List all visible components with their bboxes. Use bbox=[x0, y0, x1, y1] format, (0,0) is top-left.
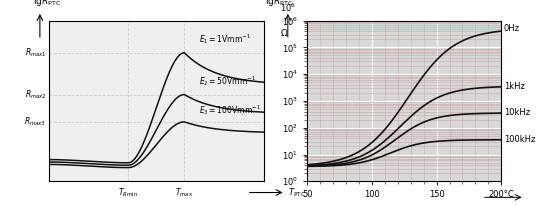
Text: $E_1=1\mathrm{Vmm}^{-1}$: $E_1=1\mathrm{Vmm}^{-1}$ bbox=[199, 32, 252, 46]
Text: $R_{max1}$: $R_{max1}$ bbox=[25, 47, 46, 59]
Text: $T_{R\mathrm{min}}$: $T_{R\mathrm{min}}$ bbox=[118, 186, 139, 199]
Text: 10kHz: 10kHz bbox=[504, 109, 530, 117]
Text: $E_3=100\mathrm{Vmm}^{-1}$: $E_3=100\mathrm{Vmm}^{-1}$ bbox=[199, 103, 261, 117]
Text: $E_2=50\mathrm{Vmm}^{-1}$: $E_2=50\mathrm{Vmm}^{-1}$ bbox=[199, 74, 257, 88]
Text: $10^6$: $10^6$ bbox=[280, 2, 296, 14]
Text: 1kHz: 1kHz bbox=[504, 82, 525, 91]
Text: $\Omega$: $\Omega$ bbox=[280, 27, 288, 38]
Text: 0Hz: 0Hz bbox=[504, 24, 520, 33]
Text: $T_\mathrm{PTC}$: $T_\mathrm{PTC}$ bbox=[288, 186, 306, 199]
Text: $R_{max2}$: $R_{max2}$ bbox=[25, 88, 46, 101]
Text: $R_{max3}$: $R_{max3}$ bbox=[24, 116, 46, 128]
Text: $T_{\mathrm{max}}$: $T_{\mathrm{max}}$ bbox=[175, 186, 194, 199]
Text: $\mathrm{lg}R_\mathrm{PTC}$: $\mathrm{lg}R_\mathrm{PTC}$ bbox=[265, 0, 293, 8]
Text: $\mathrm{lg}R_\mathrm{PTC}$: $\mathrm{lg}R_\mathrm{PTC}$ bbox=[33, 0, 61, 8]
Text: 100kHz: 100kHz bbox=[504, 135, 535, 144]
